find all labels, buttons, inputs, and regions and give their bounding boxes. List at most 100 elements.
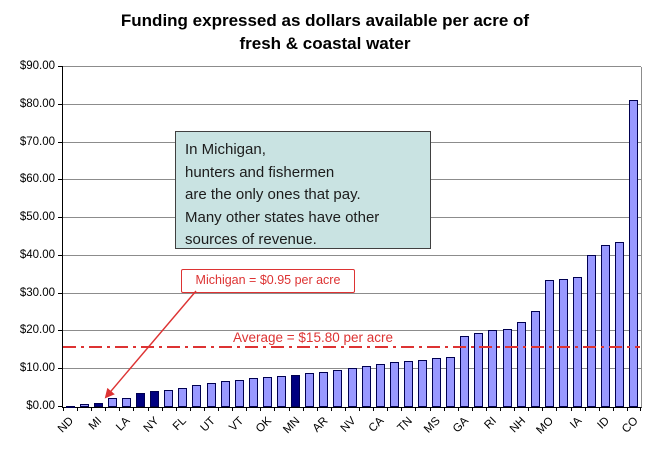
x-axis-tick [77, 407, 79, 411]
x-axis-tick [514, 407, 516, 411]
x-axis-label-tn: TN [395, 415, 415, 435]
gridline [63, 292, 641, 294]
x-axis-tick [344, 407, 346, 411]
bar-tn [403, 360, 413, 407]
x-axis-label-nv: NV [338, 415, 359, 435]
bar-26 [417, 359, 427, 407]
x-axis-tick [640, 407, 641, 411]
y-axis-label: $90.00 [19, 60, 55, 72]
y-axis-label: $80.00 [19, 97, 55, 110]
bar-8 [164, 390, 174, 407]
x-axis-label-mn: MN [280, 415, 303, 437]
bar-mo [544, 280, 554, 407]
y-axis-tick [58, 330, 63, 332]
bar-14 [248, 378, 258, 407]
bar-la [121, 397, 131, 407]
bar-fl [178, 388, 188, 407]
x-axis-tick [63, 407, 64, 411]
x-axis-tick [598, 407, 600, 411]
x-axis-tick [133, 407, 135, 411]
x-axis-label-fl: FL [171, 415, 190, 433]
x-axis-tick [429, 407, 431, 411]
y-axis-tick [58, 406, 63, 407]
bar-ia [573, 276, 583, 407]
x-axis-label-ia: IA [567, 415, 585, 432]
note-line: hunters and fishermen [185, 163, 335, 181]
x-axis-tick [373, 407, 375, 411]
y-axis-label: $20.00 [19, 324, 55, 337]
x-axis-label-ut: UT [198, 415, 218, 435]
x-axis-label-ga: GA [451, 415, 472, 436]
x-axis-tick [189, 407, 191, 411]
y-axis-label: $70.00 [19, 135, 55, 148]
gridline [63, 66, 641, 67]
x-axis-tick [528, 407, 530, 411]
x-axis-tick [443, 407, 445, 411]
bar-ri [488, 329, 498, 407]
x-axis-tick [612, 407, 614, 411]
average-line [63, 346, 640, 349]
x-axis-tick [471, 407, 473, 411]
bar-12 [220, 381, 230, 407]
note-line: are the only ones that pay. [185, 186, 361, 203]
y-axis-label: $50.00 [19, 211, 55, 224]
x-axis-tick [105, 407, 107, 411]
y-axis-tick [58, 292, 63, 294]
bar-id [601, 244, 611, 407]
bar-nv [347, 368, 357, 407]
x-axis-tick [161, 407, 163, 411]
x-axis-tick [203, 407, 205, 411]
x-axis-tick [218, 407, 220, 411]
bar-2 [79, 403, 89, 407]
x-axis-label-vt: VT [226, 415, 246, 434]
bar-ms [432, 358, 442, 407]
x-axis-label-co: CO [619, 415, 641, 436]
y-axis-tick [58, 179, 63, 181]
x-axis-tick [387, 407, 389, 411]
bar-mi [93, 403, 103, 407]
x-axis-tick [260, 407, 262, 411]
x-axis-tick [401, 407, 403, 411]
x-axis-tick [542, 407, 544, 411]
bar-10 [192, 385, 202, 407]
x-axis-tick [175, 407, 177, 411]
y-axis-label: $0.00 [26, 400, 55, 412]
bar-co [629, 99, 639, 407]
bar-nh [516, 322, 526, 407]
y-axis-tick [58, 103, 63, 105]
bar-ca [375, 364, 385, 407]
x-axis-tick [302, 407, 304, 411]
bar-6 [136, 393, 146, 407]
gridline [63, 103, 641, 105]
callout-arrow [104, 290, 197, 399]
x-axis-label-la: LA [114, 415, 133, 434]
bar-mn [291, 374, 301, 407]
x-axis-tick [316, 407, 318, 411]
x-axis-label-ca: CA [366, 415, 387, 435]
chart-title-line2: fresh & coastal water [239, 34, 411, 53]
bar-4 [107, 398, 117, 407]
x-axis-tick [330, 407, 332, 411]
bar-24 [389, 362, 399, 407]
x-axis-label-ms: MS [422, 415, 444, 436]
x-axis-tick [485, 407, 487, 411]
bar-vt [234, 379, 244, 407]
bar-40 [615, 241, 625, 407]
chart-title-line1: Funding expressed as dollars available p… [120, 11, 530, 30]
note-line: sources of revenue. [185, 231, 317, 248]
gridline [63, 330, 641, 332]
gridline [63, 254, 641, 256]
x-axis-tick [147, 407, 149, 411]
x-axis-tick [584, 407, 586, 411]
bar-18 [305, 373, 315, 407]
x-axis-label-nh: NH [507, 415, 528, 436]
y-axis-tick [58, 141, 63, 143]
x-axis-tick [274, 407, 276, 411]
x-axis-tick [91, 407, 93, 411]
bar-30 [474, 332, 484, 407]
bar-ut [206, 383, 216, 407]
chart-title: Funding expressed as dollars available p… [0, 9, 650, 55]
x-axis-tick [556, 407, 558, 411]
x-axis-tick [119, 407, 121, 411]
